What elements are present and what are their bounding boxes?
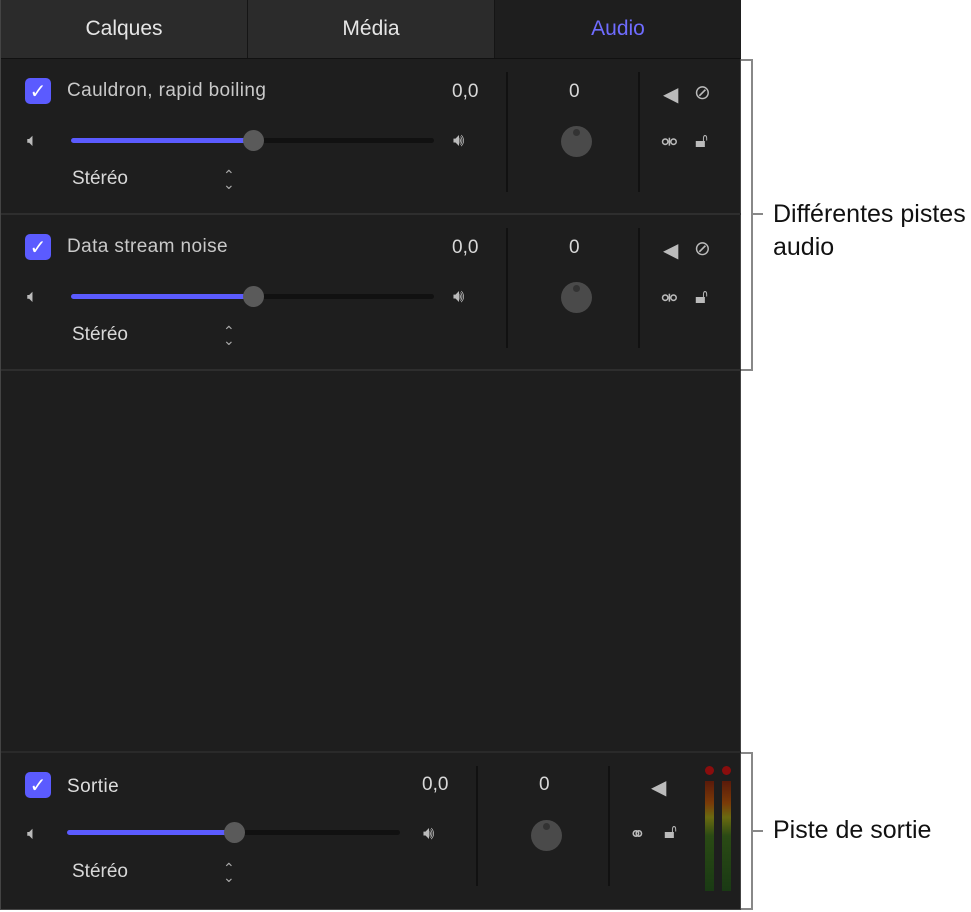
track-enable-checkbox[interactable]: ✓ xyxy=(25,234,51,260)
updown-chevron-icon[interactable]: ⌃ ⌄ xyxy=(223,323,235,348)
divider xyxy=(506,72,508,192)
level-value[interactable]: 0,0 xyxy=(452,81,479,102)
channel-mode-select[interactable]: Stéréo xyxy=(72,168,128,189)
updown-chevron-icon[interactable]: ⌃ ⌄ xyxy=(223,860,235,885)
tab-media[interactable]: Média xyxy=(248,0,495,58)
level-meter-right xyxy=(722,781,731,891)
audio-track: ✓ Data stream noise 0,0 🔈︎ 🔊︎ Stéréo ⌃ ⌄ … xyxy=(1,216,741,369)
volume-high-icon: 🔊︎ xyxy=(453,130,465,150)
annotation-bracket xyxy=(753,213,763,215)
speaker-icon[interactable]: ◀ xyxy=(651,777,667,799)
annotation-bracket xyxy=(753,830,763,832)
pan-value[interactable]: 0 xyxy=(569,237,580,258)
level-value[interactable]: 0,0 xyxy=(422,774,449,795)
channel-mode-select[interactable]: Stéréo xyxy=(72,324,128,345)
annotation-bracket xyxy=(741,59,753,371)
divider xyxy=(638,228,640,348)
peak-indicator[interactable] xyxy=(705,766,714,775)
level-meter-left xyxy=(705,781,714,891)
slider-knob[interactable] xyxy=(223,822,245,843)
volume-low-icon: 🔈︎ xyxy=(27,823,38,843)
volume-slider[interactable] xyxy=(71,286,434,307)
divider xyxy=(608,766,610,886)
audio-track: ✓ Cauldron, rapid boiling 0,0 🔈︎ 🔊︎ Stér… xyxy=(1,60,741,213)
divider xyxy=(1,213,741,215)
track-name: Data stream noise xyxy=(67,236,228,257)
divider xyxy=(1,369,741,371)
level-value[interactable]: 0,0 xyxy=(452,237,479,258)
unlock-icon[interactable]: 🔓︎ xyxy=(695,286,708,308)
pan-value[interactable]: 0 xyxy=(569,81,580,102)
unlock-icon[interactable]: 🔓︎ xyxy=(695,130,708,152)
divider xyxy=(638,72,640,192)
slider-knob[interactable] xyxy=(242,130,264,151)
slider-knob[interactable] xyxy=(242,286,264,307)
track-enable-checkbox[interactable]: ✓ xyxy=(25,78,51,104)
pan-knob[interactable] xyxy=(531,820,562,851)
pan-knob[interactable] xyxy=(561,282,592,313)
output-name: Sortie xyxy=(67,776,120,797)
pan-knob[interactable] xyxy=(561,126,592,157)
volume-high-icon: 🔊︎ xyxy=(453,286,465,306)
volume-high-icon: 🔊︎ xyxy=(423,823,435,843)
annotation-tracks: Différentes pistes audio xyxy=(773,200,966,261)
annotation-bracket xyxy=(741,752,753,910)
pan-value[interactable]: 0 xyxy=(539,774,550,795)
volume-low-icon: 🔈︎ xyxy=(27,130,38,150)
updown-chevron-icon[interactable]: ⌃ ⌄ xyxy=(223,167,235,192)
tab-audio[interactable]: Audio xyxy=(495,0,741,58)
speaker-icon[interactable]: ◀ xyxy=(663,240,679,262)
output-track: ✓ Sortie 0,0 🔈︎ 🔊︎ Stéréo ⌃ ⌄ 0 ◀ ⚭ 🔓︎ xyxy=(1,753,741,909)
headphones-off-icon[interactable]: ⊘ xyxy=(694,238,711,260)
audio-panel: Calques Média Audio ✓ Cauldron, rapid bo… xyxy=(0,0,741,910)
output-enable-checkbox[interactable]: ✓ xyxy=(25,772,51,798)
headphones-off-icon[interactable]: ⊘ xyxy=(694,82,711,104)
volume-slider[interactable] xyxy=(71,130,434,151)
divider xyxy=(506,228,508,348)
channel-mode-select[interactable]: Stéréo xyxy=(72,861,128,882)
unlink-icon[interactable]: ⚮ xyxy=(661,132,678,154)
track-name: Cauldron, rapid boiling xyxy=(67,80,267,101)
divider xyxy=(1,751,741,753)
link-icon[interactable]: ⚭ xyxy=(629,824,646,846)
divider xyxy=(476,766,478,886)
speaker-icon[interactable]: ◀ xyxy=(663,84,679,106)
volume-low-icon: 🔈︎ xyxy=(27,286,38,306)
peak-indicator[interactable] xyxy=(722,766,731,775)
tab-layers[interactable]: Calques xyxy=(1,0,248,58)
unlock-icon[interactable]: 🔓︎ xyxy=(664,821,677,843)
volume-slider[interactable] xyxy=(67,822,400,843)
annotation-output: Piste de sortie xyxy=(773,816,932,844)
unlink-icon[interactable]: ⚮ xyxy=(661,288,678,310)
tab-bar: Calques Média Audio xyxy=(1,0,741,59)
